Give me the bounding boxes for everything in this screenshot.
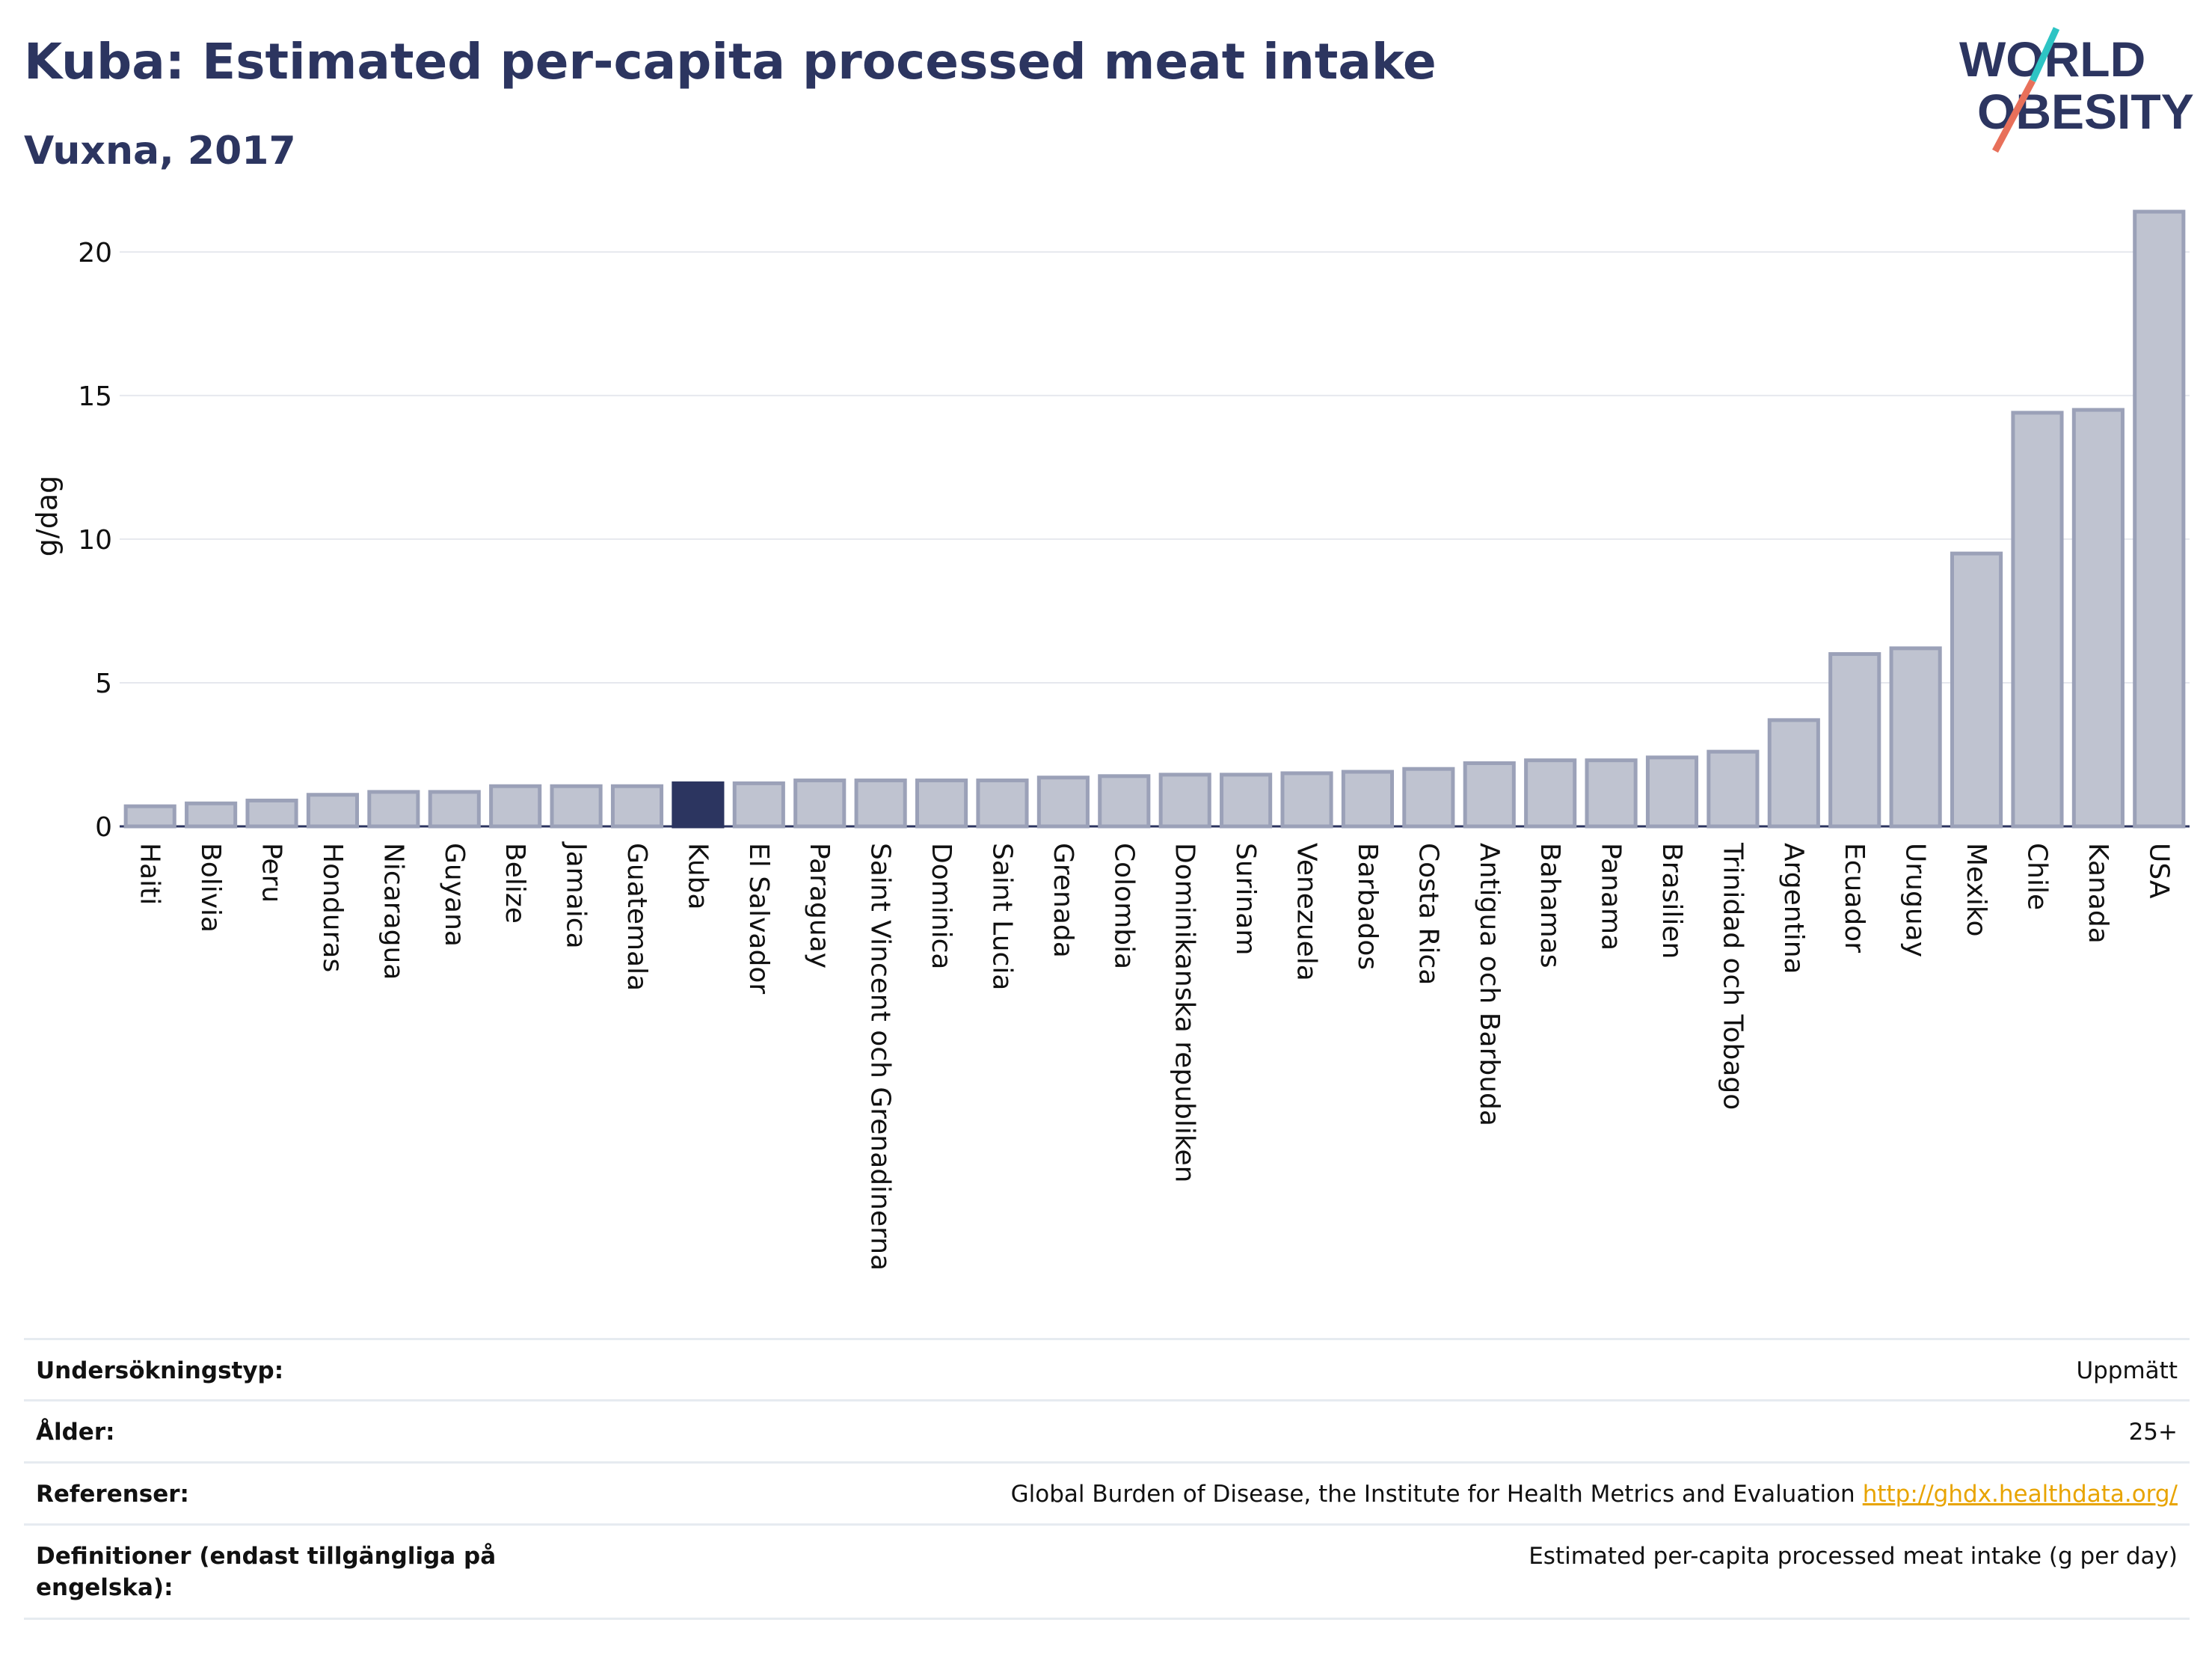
bar-saint-lucia[interactable] [976, 779, 1029, 829]
chart-subtitle: Vuxna, 2017 [24, 129, 296, 174]
info-row-definitions: Definitioner (endast tillgängliga på eng… [24, 1526, 2190, 1620]
x-tick-label: Saint Vincent och Grenadinerna [865, 843, 896, 1271]
x-tick-label: Ecuador [1839, 843, 1870, 953]
bar-dominikanska-republiken[interactable] [1158, 773, 1211, 829]
info-row-age: Ålder: 25+ [24, 1401, 2190, 1464]
info-row-survey-type: Undersökningstyp: Uppmätt [24, 1340, 2190, 1401]
y-axis: 0 5 10 15 20 [78, 238, 112, 843]
x-tick-label: Kanada [2083, 843, 2113, 944]
info-label-age: Ålder: [36, 1419, 115, 1446]
y-tick-label: 15 [78, 381, 112, 412]
bars [123, 209, 2186, 829]
y-tick-label: 20 [78, 238, 112, 268]
bar-costa-rica[interactable] [1402, 767, 1455, 829]
x-tick-label: Bolivia [195, 843, 226, 933]
bar-dominica[interactable] [915, 779, 968, 829]
bar-surinam[interactable] [1220, 773, 1273, 829]
bar-belize[interactable] [489, 784, 542, 829]
x-tick-label: Argentina [1778, 843, 1809, 974]
references-link[interactable]: http://ghdx.healthdata.org/ [1862, 1481, 2178, 1508]
info-label-references: Referenser: [36, 1481, 189, 1508]
x-tick-label: Brasilien [1656, 843, 1687, 959]
x-tick-label: Mexiko [1961, 843, 1991, 936]
bar-uruguay[interactable] [1889, 646, 1942, 829]
x-tick-label: Venezuela [1291, 843, 1322, 981]
info-value-definitions: Estimated per-capita processed meat inta… [1529, 1543, 2178, 1570]
x-tick-label: Surinam [1230, 843, 1261, 955]
bar-haiti[interactable] [123, 804, 176, 829]
info-table: Undersökningstyp: Uppmätt Ålder: 25+ Ref… [24, 1338, 2190, 1620]
x-tick-label: Saint Lucia [986, 843, 1017, 990]
info-value-survey-type: Uppmätt [2076, 1357, 2178, 1384]
bar-kanada[interactable] [2071, 408, 2125, 829]
x-tick-label: El Salvador [743, 843, 774, 994]
bar-antigua-och-barbuda[interactable] [1463, 761, 1516, 829]
y-axis-label: g/dag [31, 476, 64, 556]
bar-saint-vincent-och-grenadinerna[interactable] [854, 779, 907, 829]
bar-grenada[interactable] [1036, 776, 1090, 829]
bar-venezuela[interactable] [1280, 771, 1333, 829]
x-tick-label: Panama [1596, 843, 1626, 951]
bar-paraguay[interactable] [793, 779, 847, 829]
x-tick-label: Costa Rica [1413, 843, 1443, 985]
x-tick-label: Dominikanska republiken [1170, 843, 1200, 1182]
x-tick-label: Kuba [682, 843, 713, 910]
x-tick-label: Jamaica [561, 841, 592, 949]
bar-nicaragua[interactable] [367, 790, 420, 829]
bar-chile[interactable] [2011, 411, 2064, 829]
x-tick-label: Honduras [317, 843, 348, 972]
x-tick-label: Belize [500, 843, 530, 924]
info-value-age: 25+ [2128, 1419, 2178, 1446]
x-tick-label: Paraguay [804, 843, 835, 968]
info-row-references: Referenser: Global Burden of Disease, th… [24, 1464, 2190, 1526]
bar-barbados[interactable] [1341, 770, 1395, 829]
bar-peru[interactable] [245, 798, 298, 829]
x-tick-label: Uruguay [1900, 843, 1931, 957]
bar-mexiko[interactable] [1950, 551, 2003, 829]
chart-title: Kuba: Estimated per-capita processed mea… [24, 33, 1437, 90]
x-tick-label: Grenada [1048, 843, 1078, 958]
y-tick-label: 10 [78, 525, 112, 556]
bar-bolivia[interactable] [185, 801, 238, 829]
y-tick-label: 0 [95, 812, 112, 843]
references-text: Global Burden of Disease, the Institute … [1010, 1481, 1855, 1508]
y-tick-label: 5 [95, 669, 112, 699]
x-tick-label: Barbados [1352, 843, 1383, 970]
x-axis-labels: Haiti Bolivia Peru Honduras Nicaragua Guyana B… [135, 841, 2175, 1271]
bar-honduras[interactable] [306, 793, 360, 829]
x-tick-label: Nicaragua [378, 843, 408, 980]
bar-guyana[interactable] [428, 790, 481, 829]
x-tick-label: Dominica [926, 843, 956, 970]
bar-jamaica[interactable] [550, 784, 603, 829]
bar-guatemala[interactable] [610, 784, 664, 829]
logo-slash-coral [1992, 79, 2036, 153]
bar-trinidad-och-tobago[interactable] [1706, 749, 1760, 829]
bar-el-salvador[interactable] [732, 781, 785, 829]
x-tick-label: Guatemala [621, 843, 652, 991]
logo-slash-teal [2029, 27, 2060, 82]
bar-colombia[interactable] [1098, 774, 1151, 829]
info-label-survey-type: Undersökningstyp: [36, 1357, 284, 1384]
x-tick-label: Colombia [1108, 843, 1139, 969]
bar-panama[interactable] [1585, 758, 1638, 829]
bar-ecuador[interactable] [1828, 652, 1881, 829]
x-tick-label: USA [2143, 843, 2174, 899]
bar-brasilien[interactable] [1645, 755, 1699, 829]
x-tick-label: Haiti [135, 843, 165, 905]
x-tick-label: Chile [2021, 843, 2052, 910]
x-tick-label: Trinidad och Tobago [1717, 842, 1748, 1110]
bar-kuba[interactable] [672, 781, 725, 829]
x-tick-label: Bahamas [1534, 843, 1565, 968]
bar-chart: 0 5 10 15 20 Haiti Bolivia Peru Honduras Nicarag… [31, 209, 2190, 1271]
x-tick-label: Antigua och Barbuda [1474, 843, 1505, 1126]
x-tick-label: Peru [256, 843, 287, 903]
info-value-references: Global Burden of Disease, the Institute … [1011, 1479, 2178, 1510]
bar-argentina[interactable] [1767, 718, 1820, 829]
world-obesity-logo[interactable]: WORLD OBESITY [1944, 22, 2199, 157]
bar-usa[interactable] [2133, 209, 2186, 829]
bar-bahamas[interactable] [1524, 758, 1577, 829]
info-label-definitions: Definitioner (endast tillgängliga på eng… [36, 1543, 497, 1601]
x-tick-label: Guyana [439, 843, 470, 947]
